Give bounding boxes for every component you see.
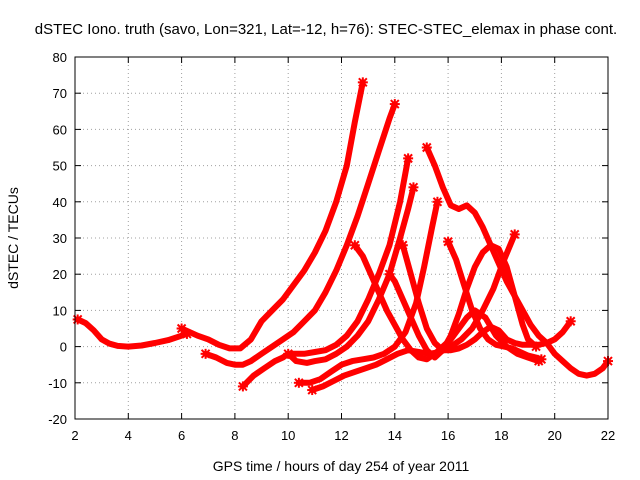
x-tick-label: 8 xyxy=(231,428,238,443)
series-endpoint-marker xyxy=(432,196,443,207)
y-tick-label: 50 xyxy=(53,159,67,174)
series-endpoint-marker xyxy=(421,142,432,153)
series-endpoint-marker xyxy=(357,77,368,88)
y-axis-label: dSTEC / TECUs xyxy=(5,187,21,289)
y-tick-label: -20 xyxy=(48,412,67,427)
x-tick-label: 2 xyxy=(71,428,78,443)
y-tick-label: -10 xyxy=(48,376,67,391)
x-tick-label: 18 xyxy=(494,428,508,443)
series-endpoint-marker xyxy=(565,316,576,327)
y-tick-label: 40 xyxy=(53,195,67,210)
series-endpoint-marker xyxy=(408,182,419,193)
series-line-6 xyxy=(295,198,441,386)
series-line-1 xyxy=(74,316,190,350)
series-endpoint-marker xyxy=(237,381,248,392)
series-line-3 xyxy=(202,101,398,368)
series-line-2 xyxy=(178,79,366,352)
x-tick-label: 14 xyxy=(388,428,402,443)
series-endpoint-marker xyxy=(293,377,304,388)
series-endpoint-marker xyxy=(307,385,318,396)
y-tick-label: 60 xyxy=(53,122,67,137)
x-tick-label: 16 xyxy=(441,428,455,443)
series-endpoint-marker xyxy=(389,99,400,110)
y-tick-label: 20 xyxy=(53,267,67,282)
series-endpoint-marker xyxy=(283,348,294,359)
x-tick-label: 20 xyxy=(547,428,561,443)
x-tick-label: 22 xyxy=(601,428,615,443)
series-endpoint-marker xyxy=(536,354,547,365)
ticks: 2 4 6 8 10 12 14 16 18 20 22 -20 -10 0 10 20 30 40 50 60 70 8… xyxy=(48,50,615,443)
x-axis-label: GPS time / hours of day 254 of year 2011 xyxy=(213,458,470,474)
series-endpoint-marker xyxy=(384,269,395,280)
series-endpoint-marker xyxy=(403,153,414,164)
y-tick-label: 80 xyxy=(53,50,67,65)
series-line-12 xyxy=(445,238,545,363)
series-line-5 xyxy=(285,184,417,366)
series-line-11 xyxy=(423,144,611,379)
series-layer xyxy=(72,77,613,396)
y-tick-label: 0 xyxy=(60,340,67,355)
series-endpoint-marker xyxy=(176,323,187,334)
series-endpoint-marker xyxy=(72,314,83,325)
x-tick-label: 6 xyxy=(178,428,185,443)
chart-title: dSTEC Iono. truth (savo, Lon=321, Lat=-1… xyxy=(35,21,617,38)
y-tick-label: 10 xyxy=(53,303,67,318)
series-endpoint-marker xyxy=(443,236,454,247)
series-endpoint-marker xyxy=(349,240,360,251)
y-tick-label: 70 xyxy=(53,86,67,101)
x-tick-label: 4 xyxy=(125,428,132,443)
series-line-4 xyxy=(239,155,412,390)
series-endpoint-marker xyxy=(200,348,211,359)
series-line-10 xyxy=(399,242,574,354)
series-endpoint-marker xyxy=(509,229,520,240)
x-tick-label: 12 xyxy=(334,428,348,443)
x-tick-label: 10 xyxy=(281,428,295,443)
series-endpoint-marker xyxy=(397,240,408,251)
y-tick-label: 30 xyxy=(53,231,67,246)
